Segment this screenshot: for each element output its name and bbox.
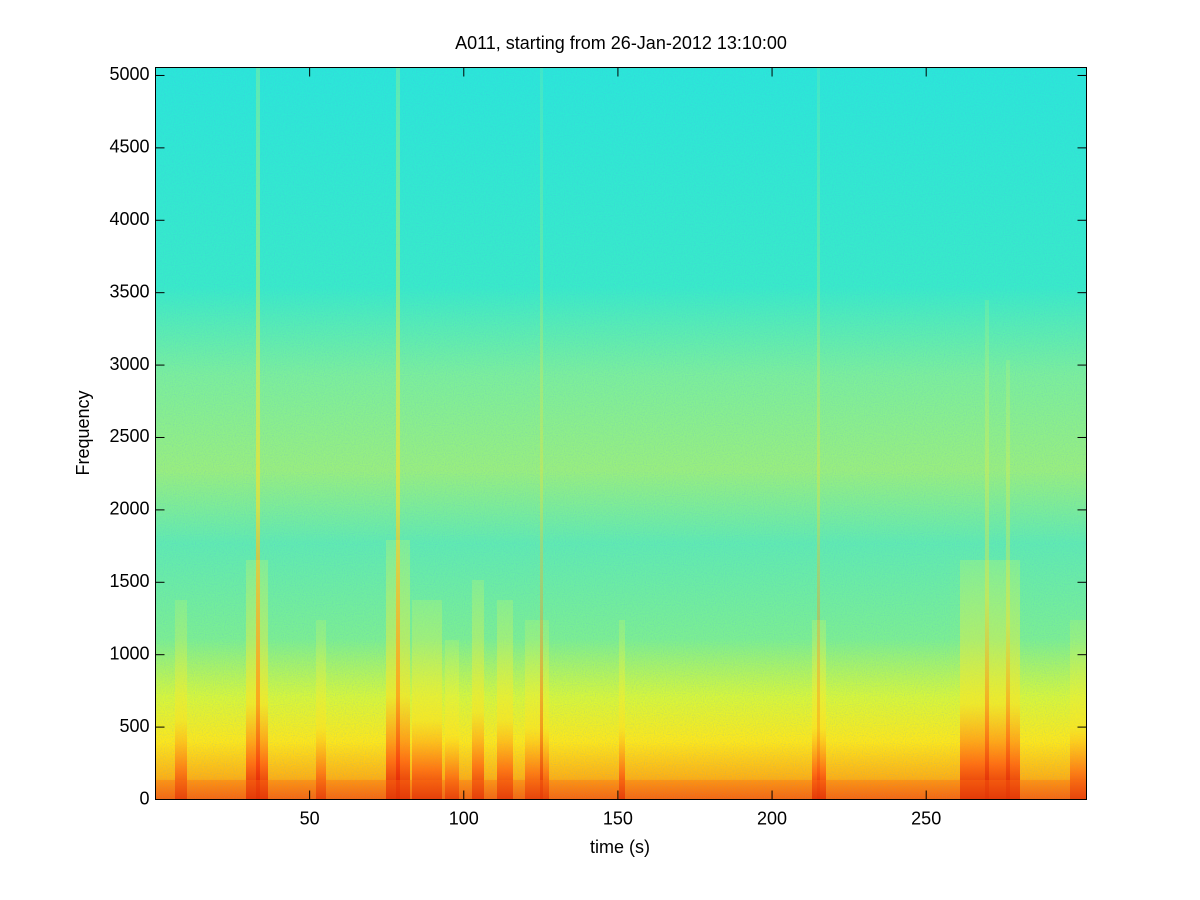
x-tick-label: 100	[449, 808, 479, 828]
plot-frame	[155, 67, 1087, 800]
y-tick-label: 4000	[109, 209, 149, 229]
axes: 50 100 150 200 25005001000150020002500300035…	[109, 64, 1087, 828]
x-tick-label: 50	[300, 808, 320, 828]
y-tick-label: 3500	[109, 281, 149, 301]
chart-title: A011, starting from 26-Jan-2012 13:10:00	[455, 33, 787, 53]
y-tick-label: 2000	[109, 499, 149, 519]
y-tick-label: 0	[139, 788, 149, 808]
y-tick-label: 500	[119, 716, 149, 736]
y-tick-label: 3000	[109, 354, 149, 374]
x-axis-label: time (s)	[590, 837, 650, 857]
y-tick-label: 1000	[109, 643, 149, 663]
spectrogram-image	[155, 67, 1087, 800]
y-tick-label: 1500	[109, 571, 149, 591]
x-tick-label: 200	[757, 808, 787, 828]
x-tick-label: 250	[911, 808, 941, 828]
y-tick-label: 2500	[109, 426, 149, 446]
y-axis-label: Frequency	[73, 390, 93, 475]
y-tick-label: 5000	[109, 64, 149, 84]
y-tick-label: 4500	[109, 137, 149, 157]
x-tick-label: 150	[603, 808, 633, 828]
